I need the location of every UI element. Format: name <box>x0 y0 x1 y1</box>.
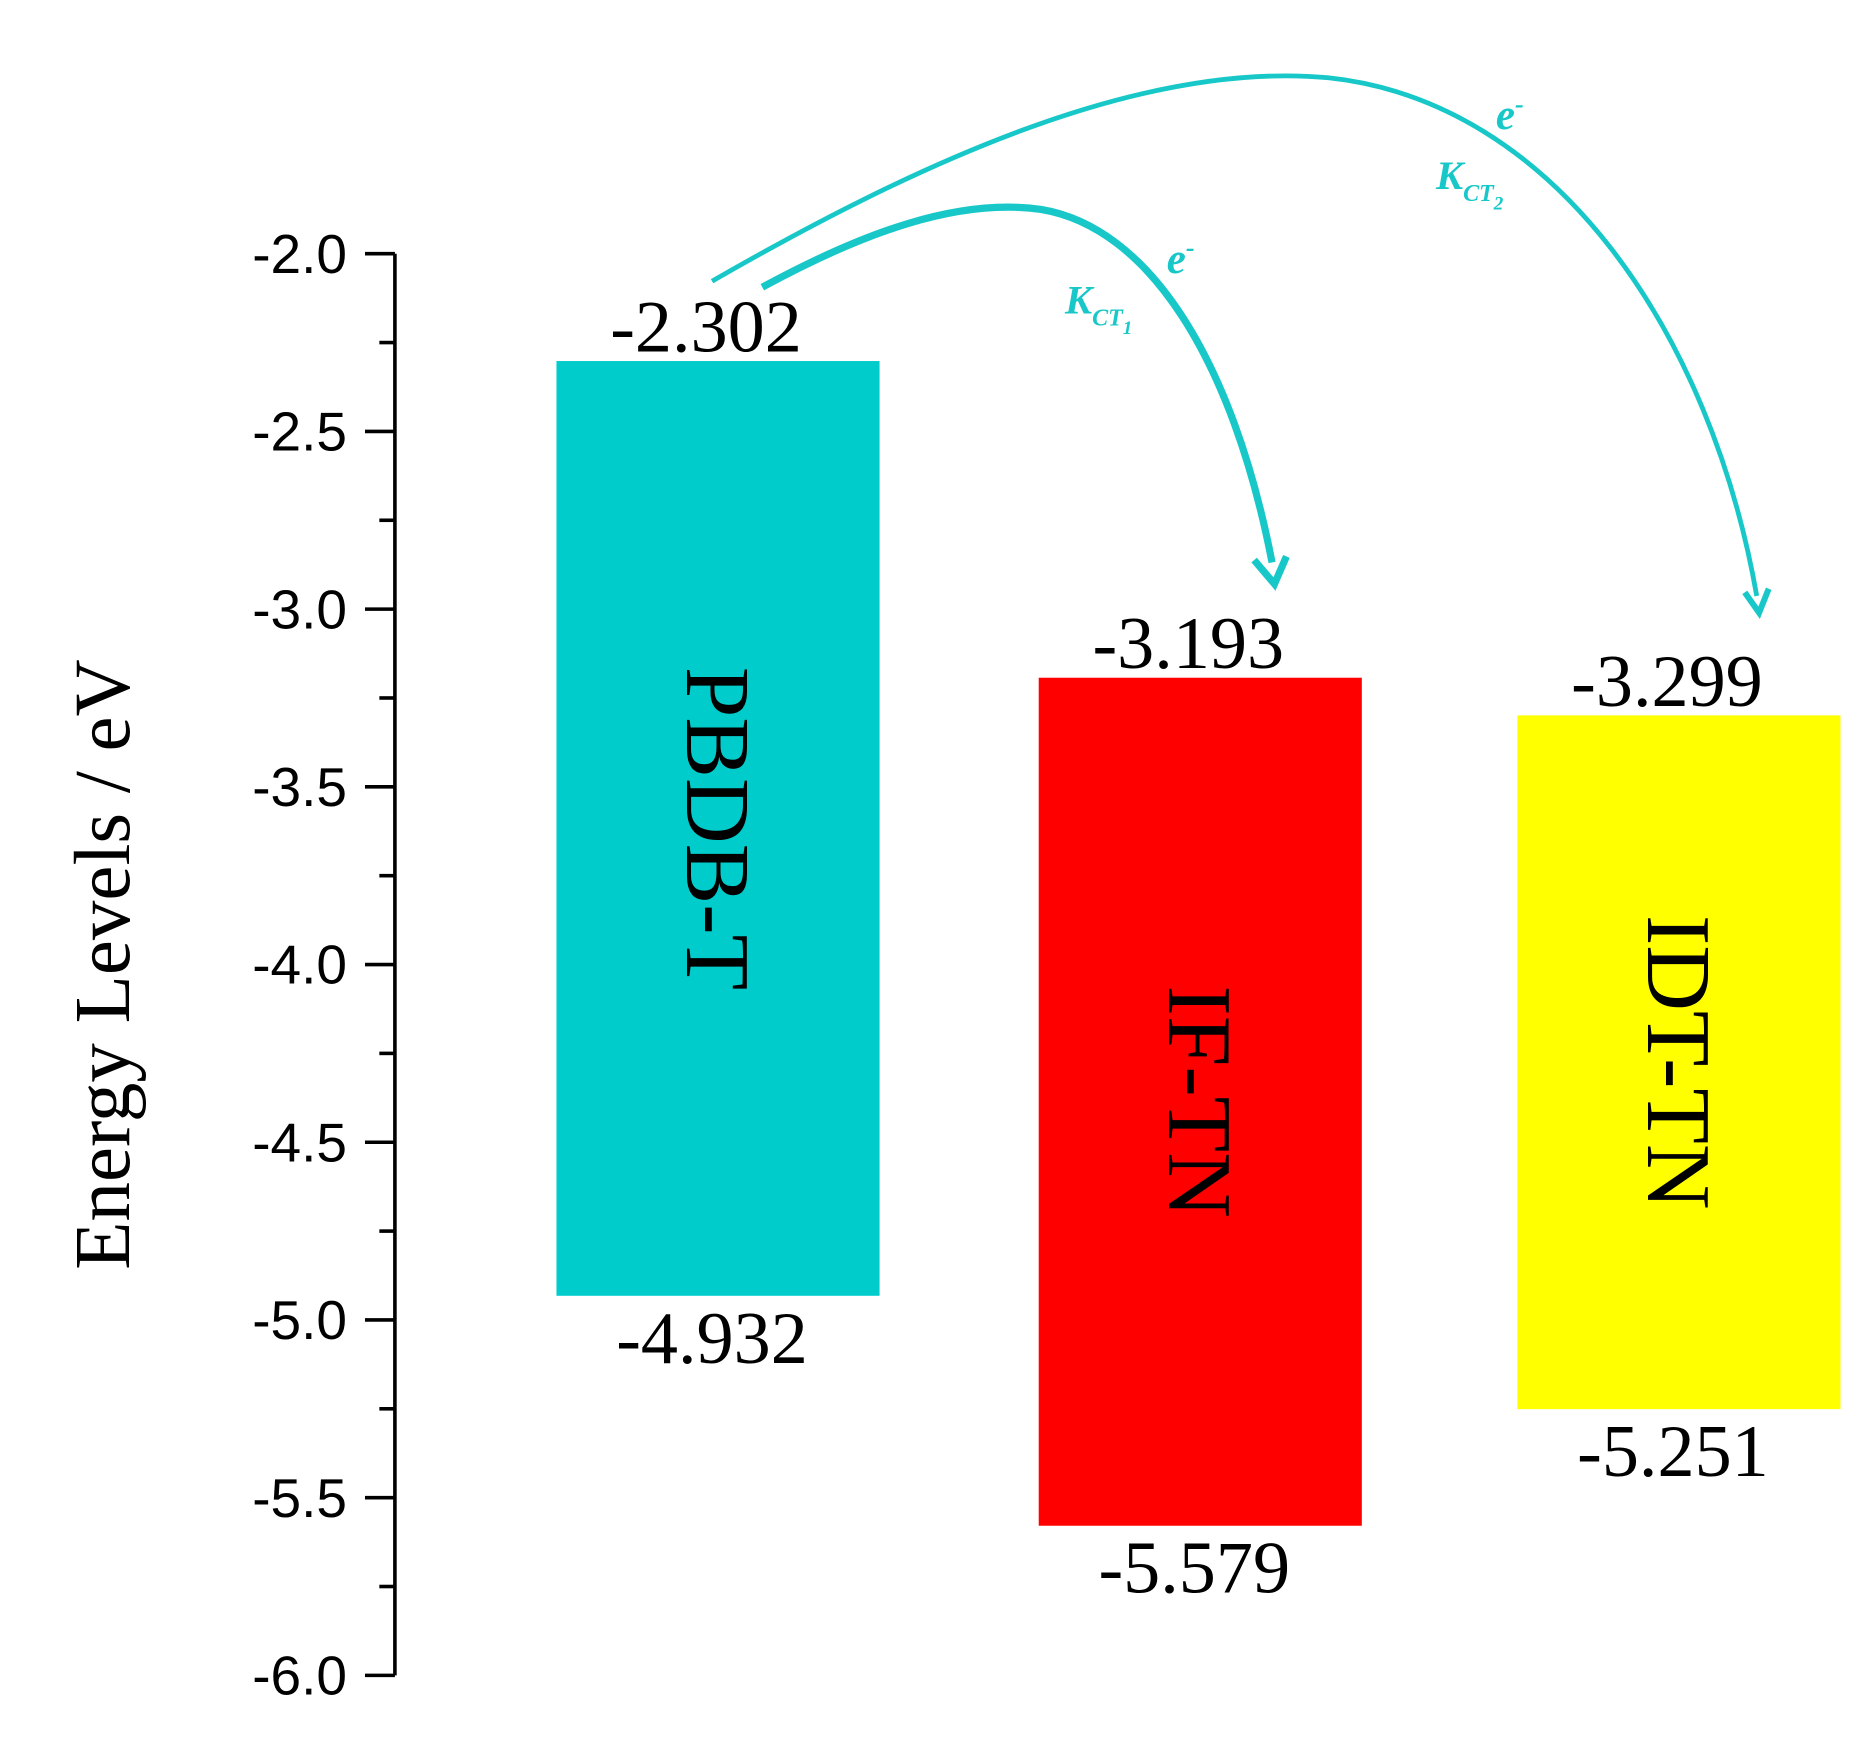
y-tick-label: -3.5 <box>252 756 347 818</box>
energy-bar <box>556 361 880 1296</box>
rate-sub: CT <box>1463 181 1495 207</box>
y-tick-label: -6.0 <box>252 1645 347 1707</box>
lumo-label: -2.302 <box>610 286 802 368</box>
rate: K <box>1064 278 1095 323</box>
energy-bar <box>1517 715 1841 1410</box>
arrows <box>710 73 1760 597</box>
rate: K <box>1435 153 1466 198</box>
rate-index: 2 <box>1493 193 1504 214</box>
y-tick-label: -4.5 <box>252 1111 347 1173</box>
lumo-label: -3.299 <box>1571 641 1763 723</box>
annotation: KCT1 <box>1064 278 1132 339</box>
material-label: IF-TN <box>1149 986 1250 1218</box>
rate-sub: CT <box>1092 306 1124 332</box>
annotation: KCT2 <box>1435 153 1504 214</box>
y-tick-label: -3.0 <box>252 578 347 640</box>
material-label: IDT-TN <box>1628 915 1729 1210</box>
material-label: PBDB-T <box>667 667 768 990</box>
arrow-kct1 <box>760 203 1276 564</box>
homo-label: -4.932 <box>616 1298 808 1380</box>
homo-label: -5.579 <box>1098 1528 1290 1610</box>
y-axis-label: Energy Levels / eV <box>60 659 147 1269</box>
y-tick-label: -2.0 <box>252 223 347 285</box>
y-tick-label: -5.0 <box>252 1289 347 1351</box>
arrowhead <box>1742 587 1772 619</box>
energy-bar <box>1038 677 1362 1526</box>
lumo-label: -3.193 <box>1092 603 1284 685</box>
charge: - <box>1515 90 1524 119</box>
y-tick-label: -4.0 <box>252 934 347 996</box>
electron: e <box>1496 92 1515 139</box>
rate-index: 1 <box>1123 318 1133 339</box>
annotation: e- <box>1167 233 1195 283</box>
electron: e <box>1167 236 1186 283</box>
arrow-kct2 <box>710 73 1760 597</box>
y-tick-label: -5.5 <box>252 1467 347 1529</box>
charge: - <box>1186 233 1195 262</box>
y-tick-label: -2.5 <box>252 401 347 463</box>
arrowhead <box>1251 555 1290 591</box>
annotation: e- <box>1496 90 1524 140</box>
homo-label: -5.251 <box>1577 1411 1769 1493</box>
